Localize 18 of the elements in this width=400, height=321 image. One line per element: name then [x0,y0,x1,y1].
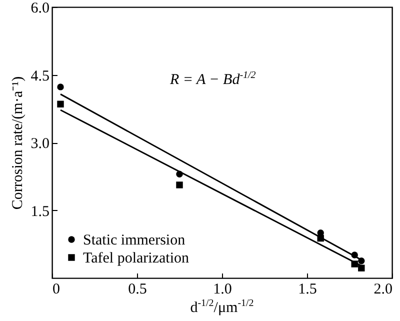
y-tick-label: 3.0 [30,136,50,152]
legend-label: Tafel polarization [83,250,190,266]
x-tick-label: 0 [52,282,60,298]
y-tick-label: 6.0 [30,0,50,16]
x-tick-label: 0.5 [128,282,147,298]
x-tick-label: 1.0 [213,282,232,298]
y-tick-label: 4.5 [30,68,50,84]
x-tick-label: 2.0 [374,282,392,298]
point [57,100,64,108]
x-tick-label: 1.5 [298,282,317,298]
point [176,182,183,188]
y-tick-label: 1.5 [30,204,50,220]
x-axis-title: d$^{-1/2}$/μm$^{-1/2}$ [189,298,255,317]
y-axis-title: Corrosion rate/(m·a⁻¹) [10,76,26,210]
legend-label: Static immersion [83,232,186,248]
point [358,264,365,272]
point [57,84,64,90]
annotation: R = A − Bd$^{-1/2}$ [170,70,256,89]
